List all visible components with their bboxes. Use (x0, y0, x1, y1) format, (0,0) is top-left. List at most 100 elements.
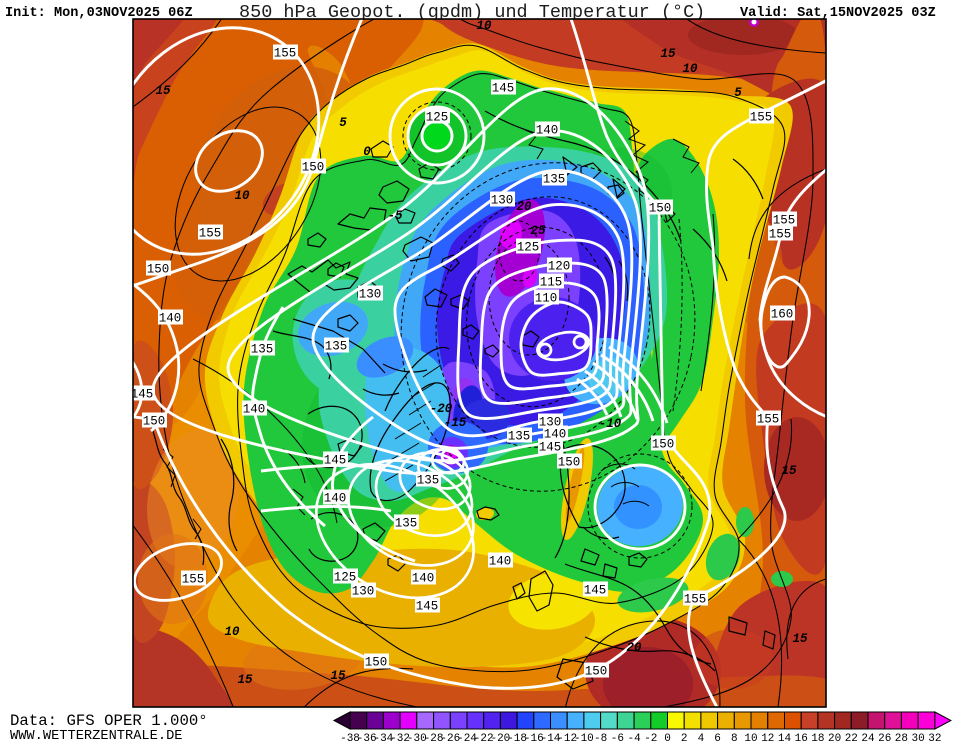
svg-text:20: 20 (516, 200, 532, 214)
svg-text:-26: -26 (440, 733, 460, 741)
svg-text:140: 140 (536, 124, 559, 138)
svg-text:-15: -15 (444, 416, 467, 430)
svg-text:12: 12 (761, 733, 774, 741)
svg-text:115: 115 (540, 276, 563, 290)
svg-text:32: 32 (928, 733, 941, 741)
svg-text:0: 0 (363, 145, 371, 159)
svg-text:120: 120 (548, 260, 571, 274)
svg-text:-36: -36 (357, 733, 377, 741)
svg-text:155: 155 (773, 214, 796, 228)
svg-text:-38: -38 (340, 733, 360, 741)
svg-text:-32: -32 (390, 733, 410, 741)
svg-text:-14: -14 (541, 733, 561, 741)
svg-text:18: 18 (811, 733, 824, 741)
svg-text:-20: -20 (430, 402, 453, 416)
svg-text:Init: Mon,03NOV2025 06Z: Init: Mon,03NOV2025 06Z (5, 6, 193, 21)
svg-text:-34: -34 (373, 733, 393, 741)
svg-text:10: 10 (476, 19, 492, 33)
svg-text:-30: -30 (407, 733, 427, 741)
svg-text:26: 26 (878, 733, 891, 741)
svg-text:150: 150 (649, 202, 672, 216)
svg-text:155: 155 (750, 111, 773, 125)
svg-text:155: 155 (182, 573, 205, 587)
svg-text:140: 140 (412, 572, 435, 586)
svg-text:15: 15 (781, 464, 797, 478)
svg-text:30: 30 (911, 733, 924, 741)
svg-text:140: 140 (324, 492, 347, 506)
svg-text:150: 150 (585, 665, 608, 679)
svg-text:150: 150 (652, 438, 675, 452)
svg-text:150: 150 (365, 656, 388, 670)
svg-text:150: 150 (143, 415, 166, 429)
svg-text:150: 150 (558, 456, 581, 470)
svg-text:-10: -10 (599, 417, 622, 431)
svg-text:145: 145 (131, 388, 154, 402)
svg-text:WWW.WETTERZENTRALE.DE: WWW.WETTERZENTRALE.DE (10, 729, 183, 741)
svg-text:155: 155 (274, 47, 297, 61)
svg-text:-22: -22 (474, 733, 494, 741)
svg-text:15: 15 (330, 669, 346, 683)
svg-text:14: 14 (778, 733, 792, 741)
svg-text:155: 155 (769, 228, 792, 242)
svg-text:850 hPa Geopot. (gpdm) und Tem: 850 hPa Geopot. (gpdm) und Temperatur (°… (239, 2, 705, 23)
svg-text:15: 15 (237, 673, 253, 687)
svg-text:15: 15 (660, 47, 676, 61)
svg-text:150: 150 (147, 263, 170, 277)
svg-text:10: 10 (224, 625, 240, 639)
svg-text:-18: -18 (507, 733, 527, 741)
svg-text:10: 10 (744, 733, 757, 741)
svg-text:6: 6 (714, 733, 721, 741)
svg-text:20: 20 (828, 733, 841, 741)
svg-text:-8: -8 (594, 733, 607, 741)
svg-text:155: 155 (199, 227, 222, 241)
svg-text:5: 5 (734, 86, 742, 100)
svg-text:135: 135 (508, 430, 531, 444)
svg-text:10: 10 (234, 189, 250, 203)
svg-text:-12: -12 (557, 733, 577, 741)
svg-text:0: 0 (664, 733, 671, 741)
svg-text:15: 15 (155, 84, 171, 98)
svg-text:2: 2 (681, 733, 688, 741)
svg-text:145: 145 (324, 454, 347, 468)
svg-text:22: 22 (845, 733, 858, 741)
svg-text:-2: -2 (644, 733, 657, 741)
svg-text:140: 140 (544, 428, 567, 442)
svg-text:5: 5 (339, 116, 347, 130)
svg-text:150: 150 (302, 161, 325, 175)
svg-text:140: 140 (489, 555, 512, 569)
svg-text:135: 135 (543, 173, 566, 187)
svg-text:24: 24 (861, 733, 875, 741)
svg-text:-6: -6 (611, 733, 624, 741)
svg-text:145: 145 (584, 584, 607, 598)
svg-text:10: 10 (682, 62, 698, 76)
svg-text:140: 140 (243, 403, 266, 417)
svg-text:135: 135 (251, 343, 274, 357)
svg-text:15: 15 (792, 632, 808, 646)
svg-text:-28: -28 (424, 733, 444, 741)
svg-text:-24: -24 (457, 733, 477, 741)
svg-text:28: 28 (895, 733, 908, 741)
svg-text:-10: -10 (574, 733, 594, 741)
svg-text:20: 20 (626, 641, 642, 655)
svg-text:125: 125 (426, 111, 449, 125)
svg-text:130: 130 (491, 194, 514, 208)
svg-text:135: 135 (325, 340, 348, 354)
svg-text:-20: -20 (490, 733, 510, 741)
svg-text:16: 16 (795, 733, 808, 741)
svg-text:-4: -4 (627, 733, 641, 741)
svg-text:145: 145 (492, 82, 515, 96)
svg-text:160: 160 (771, 308, 794, 322)
svg-text:130: 130 (352, 585, 375, 599)
svg-text:135: 135 (417, 474, 440, 488)
svg-text:140: 140 (159, 312, 182, 326)
svg-text:125: 125 (517, 241, 540, 255)
svg-text:Data: GFS OPER 1.000°: Data: GFS OPER 1.000° (10, 712, 208, 730)
svg-text:-5: -5 (387, 209, 403, 223)
svg-text:110: 110 (535, 292, 558, 306)
svg-text:155: 155 (684, 593, 707, 607)
svg-text:8: 8 (731, 733, 738, 741)
svg-text:25: 25 (530, 224, 546, 238)
svg-text:135: 135 (395, 517, 418, 531)
svg-text:125: 125 (334, 571, 357, 585)
svg-text:145: 145 (416, 600, 439, 614)
